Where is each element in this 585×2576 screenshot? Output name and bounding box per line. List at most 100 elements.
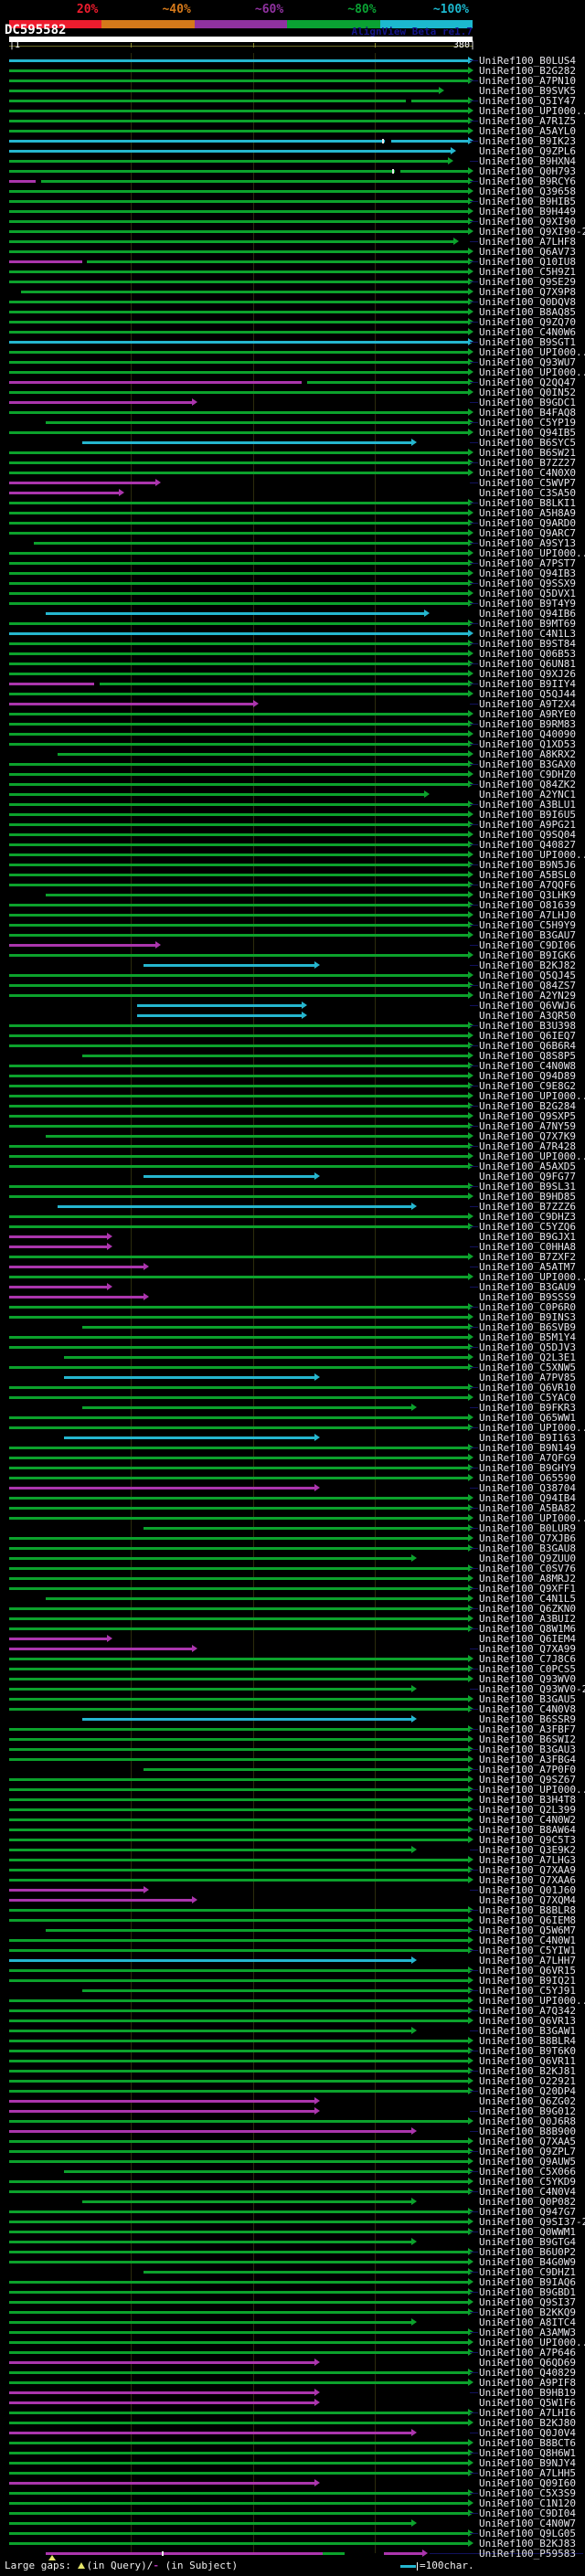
hit-bar-segment[interactable] [9,522,468,525]
hit-label[interactable]: UniRef100_B9GDC1 [479,397,576,408]
hit-bar-segment[interactable] [9,2341,468,2344]
hit-label[interactable]: UniRef100_Q65WW1 [479,1412,576,1424]
hit-bar-segment[interactable] [9,713,468,716]
hit-bar-segment[interactable] [143,964,314,967]
hit-bar-segment[interactable] [9,904,468,906]
hit-bar-segment[interactable] [9,1085,468,1087]
hit-label[interactable]: UniRef100_A3QR50 [479,1010,576,1022]
hit-label[interactable]: UniRef100_Q94IB3 [479,567,576,579]
hit-label[interactable]: UniRef100_B8BLR8 [479,1904,576,1916]
hit-bar-segment[interactable] [9,2502,468,2505]
hit-label[interactable]: UniRef100_B9I6U5 [479,809,576,821]
hit-bar-segment[interactable] [9,532,468,535]
hit-label[interactable]: UniRef100_B7ZXF2 [479,1251,576,1263]
hit-label[interactable]: UniRef100_B9SL31 [479,1181,576,1193]
hit-label[interactable]: UniRef100_C5XNW5 [479,1362,576,1373]
hit-label[interactable]: UniRef100_A7P0F0 [479,1764,576,1776]
hit-bar-segment[interactable] [46,421,468,424]
hit-label[interactable]: UniRef100_Q9XFF1 [479,1583,576,1595]
hit-bar-segment[interactable] [9,220,468,223]
hit-bar-segment[interactable] [9,100,406,102]
hit-bar-segment[interactable] [9,1467,468,1469]
hit-bar-segment[interactable] [9,502,468,504]
hit-label[interactable]: UniRef100_A7LHF8 [479,236,576,248]
hit-label[interactable]: UniRef100_C1N120 [479,2497,576,2509]
hit-bar-segment[interactable] [9,2331,468,2334]
hit-bar-segment[interactable] [9,371,468,374]
hit-bar-segment[interactable] [390,140,468,143]
hit-label[interactable]: UniRef100_B9INS3 [479,1311,576,1323]
hit-label[interactable]: UniRef100_B9HD85 [479,1191,576,1203]
hit-bar-segment[interactable] [9,1276,468,1278]
hit-bar-segment[interactable] [33,542,468,545]
hit-label[interactable]: UniRef100_B9T4Y9 [479,598,576,610]
hit-label[interactable]: UniRef100_A7LHI6 [479,2407,576,2419]
hit-bar-segment[interactable] [9,1396,468,1399]
hit-bar-segment[interactable] [9,1839,468,1841]
hit-label[interactable]: UniRef100_Q94IB4 [479,1492,576,1504]
hit-bar-segment[interactable] [9,1969,468,1972]
hit-label[interactable]: UniRef100_A5BA82 [479,1502,576,1514]
hit-bar-segment[interactable] [9,1617,468,1620]
hit-bar-segment[interactable] [9,2492,468,2495]
hit-label[interactable]: UniRef100_B6SSR9 [479,1713,576,1725]
hit-bar-segment[interactable] [9,1235,107,1238]
hit-bar-segment[interactable] [9,1798,468,1801]
hit-label[interactable]: UniRef100_B3GAU7 [479,929,576,941]
hit-bar-segment[interactable] [9,914,468,917]
hit-bar-segment[interactable] [9,1316,468,1319]
hit-label[interactable]: UniRef100_B2KJ81 [479,2065,576,2077]
hit-bar-segment[interactable] [9,2472,468,2475]
hit-label[interactable]: UniRef100_A7LHG3 [479,1854,576,1866]
hit-label[interactable]: UniRef100_Q6VR11 [479,2055,576,2067]
hit-bar-segment[interactable] [9,1165,468,1168]
hit-label[interactable]: UniRef100_A3FBF7 [479,1723,576,1735]
hit-label[interactable]: UniRef100_C7J8C6 [479,1653,576,1665]
hit-label[interactable]: UniRef100_UPI000.. [479,1422,585,1434]
hit-bar-segment[interactable] [143,1527,468,1530]
hit-bar-segment[interactable] [64,2170,468,2173]
hit-bar-segment[interactable] [9,1829,468,1831]
hit-label[interactable]: UniRef100_Q6IEQ7 [479,1030,576,1042]
hit-bar-segment[interactable] [99,683,468,685]
hit-label[interactable]: UniRef100_C4N1L3 [479,628,576,640]
hit-label[interactable]: UniRef100_Q6QD69 [479,2357,576,2369]
hit-label[interactable]: UniRef100_Q7XA99 [479,1643,576,1655]
hit-bar-segment[interactable] [9,2130,412,2133]
hit-label[interactable]: UniRef100_A8MRJ2 [479,1573,576,1585]
hit-label[interactable]: UniRef100_Q9ZQ70 [479,316,576,328]
hit-bar-segment[interactable] [9,1105,468,1108]
hit-bar-segment[interactable] [9,572,468,575]
hit-bar-segment[interactable] [9,1668,468,1670]
hit-bar-segment[interactable] [9,1547,468,1550]
hit-label[interactable]: UniRef100_B9N5J6 [479,859,576,871]
hit-bar-segment[interactable] [9,2351,468,2354]
hit-bar-segment[interactable] [143,1768,468,1771]
hit-label[interactable]: UniRef100_Q9XJ26 [479,668,576,680]
hit-bar-segment[interactable] [9,1225,468,1228]
hit-bar-segment[interactable] [9,2532,468,2535]
hit-bar-segment[interactable] [9,1979,468,1982]
hit-bar-segment[interactable] [9,2301,468,2304]
hit-label[interactable]: UniRef100_Q0J0V4 [479,2427,576,2439]
hit-bar-segment[interactable] [9,210,468,213]
hit-bar-segment[interactable] [9,552,468,555]
hit-bar-segment[interactable] [9,2050,468,2052]
hit-bar-segment[interactable] [9,1155,468,1158]
hit-bar-segment[interactable] [46,1929,468,1932]
hit-bar-segment[interactable] [9,301,468,303]
hit-label[interactable]: UniRef100_B3H4T8 [479,1794,576,1806]
hit-label[interactable]: UniRef100_C4N0W2 [479,1814,576,1826]
hit-label[interactable]: UniRef100_Q9ZUU0 [479,1553,576,1564]
hit-bar-segment[interactable] [9,1487,314,1489]
hit-bar-segment[interactable] [322,2552,345,2555]
hit-bar-segment[interactable] [82,1406,412,1409]
hit-bar-segment[interactable] [9,663,468,665]
hit-label[interactable]: UniRef100_B8B900 [479,2125,576,2137]
hit-bar-segment[interactable] [9,120,468,122]
hit-bar-segment[interactable] [9,1024,468,1027]
hit-label[interactable]: UniRef100_C5YIW1 [479,1945,576,1956]
hit-label[interactable]: UniRef100_A7PN10 [479,75,576,87]
hit-bar-segment[interactable] [9,703,253,705]
hit-label[interactable]: UniRef100_Q09I60 [479,2477,576,2489]
